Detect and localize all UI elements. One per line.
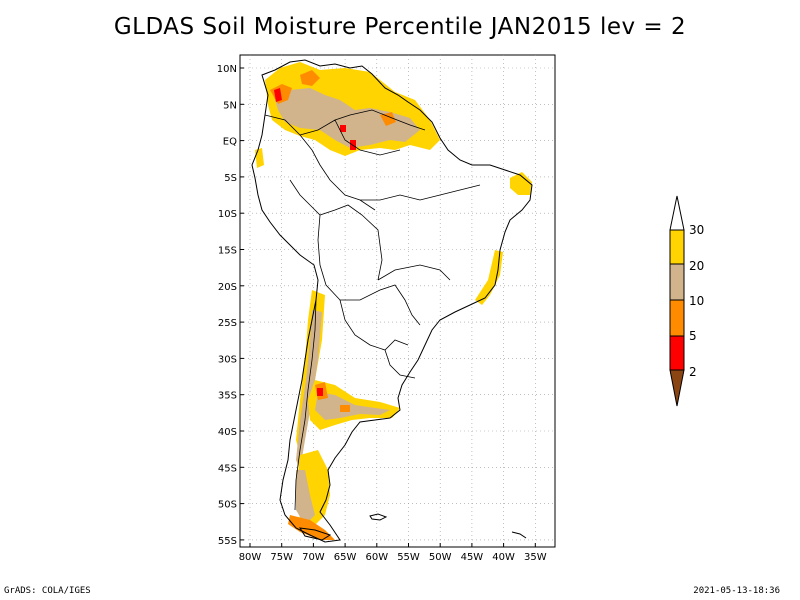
patch-ecuador bbox=[255, 148, 264, 168]
patch-andes-tan bbox=[296, 310, 322, 470]
lon-label: 35W bbox=[524, 552, 547, 563]
patch-ne-brazil bbox=[510, 172, 532, 195]
percentile-patches bbox=[255, 62, 532, 540]
lon-label: 75W bbox=[270, 552, 293, 563]
coastlines bbox=[251, 59, 533, 543]
lat-label: EQ bbox=[223, 137, 237, 148]
lat-axis-labels: 10N 5N EQ 5S 10S 15S 20S 25S 30S 35S 40S 45S 50S 55S bbox=[217, 64, 237, 547]
lat-label: 30S bbox=[218, 354, 237, 365]
colorbar-label-10: 10 bbox=[689, 294, 704, 308]
lat-label: 10N bbox=[217, 64, 237, 75]
map-frame bbox=[239, 54, 556, 548]
lat-label: 20S bbox=[218, 282, 237, 293]
patch-pampas-tan bbox=[315, 392, 390, 420]
lat-label: 10S bbox=[218, 209, 237, 220]
lon-label: 70W bbox=[302, 552, 325, 563]
lon-label: 55W bbox=[397, 552, 420, 563]
lat-label: 35S bbox=[218, 391, 237, 402]
tierra-del-fuego bbox=[299, 527, 332, 541]
footer-credit: GrADS: COLA/IGES bbox=[4, 586, 91, 596]
lat-label: 45S bbox=[218, 463, 237, 474]
lat-label: 55S bbox=[218, 536, 237, 547]
lon-axis-labels: 80W 75W 70W 65W 60W 55W 50W 45W 40W 35W bbox=[239, 552, 547, 563]
patch-pampas-red bbox=[317, 388, 323, 396]
continent-outline bbox=[251, 59, 533, 543]
lat-label: 15S bbox=[218, 246, 237, 257]
colorbar-label-30: 30 bbox=[689, 223, 704, 237]
lon-label: 40W bbox=[492, 552, 515, 563]
lat-label: 50S bbox=[218, 500, 237, 511]
lat-label: 40S bbox=[218, 427, 237, 438]
footer-timestamp: 2021-05-13-18:36 bbox=[693, 586, 780, 596]
colorbar-label-5: 5 bbox=[689, 329, 697, 343]
lon-label: 80W bbox=[239, 552, 262, 563]
patch-pampas-orange bbox=[315, 382, 350, 412]
south-georgia bbox=[511, 531, 527, 539]
lon-label: 45W bbox=[461, 552, 484, 563]
lon-label: 60W bbox=[365, 552, 388, 563]
lat-label: 5N bbox=[223, 100, 237, 111]
lon-label: 65W bbox=[334, 552, 357, 563]
lat-label: 5S bbox=[224, 173, 237, 184]
colorbar-swatch-20-30 bbox=[669, 229, 685, 265]
patch-tierra-orange bbox=[288, 515, 335, 540]
lon-label: 50W bbox=[429, 552, 452, 563]
colorbar-label-2: 2 bbox=[689, 365, 697, 379]
colorbar-swatch-5-10 bbox=[669, 299, 685, 337]
map-title: GLDAS Soil Moisture Percentile JAN2015 l… bbox=[113, 14, 687, 40]
colorbar: 30 20 10 5 2 bbox=[669, 195, 704, 407]
country-borders bbox=[264, 109, 481, 511]
falklands bbox=[369, 513, 388, 521]
colorbar-label-20: 20 bbox=[689, 259, 704, 273]
patch-north-orange bbox=[270, 70, 396, 126]
colorbar-swatch-below-2 bbox=[669, 369, 685, 407]
colorbar-swatch-2-5 bbox=[669, 335, 685, 371]
patch-se-brazil bbox=[475, 250, 503, 305]
patch-patagonia-tan bbox=[296, 470, 315, 525]
lat-label: 25S bbox=[218, 318, 237, 329]
colorbar-swatch-above-30 bbox=[669, 195, 685, 231]
colorbar-swatch-10-20 bbox=[669, 263, 685, 301]
patch-north-tan bbox=[275, 88, 420, 148]
